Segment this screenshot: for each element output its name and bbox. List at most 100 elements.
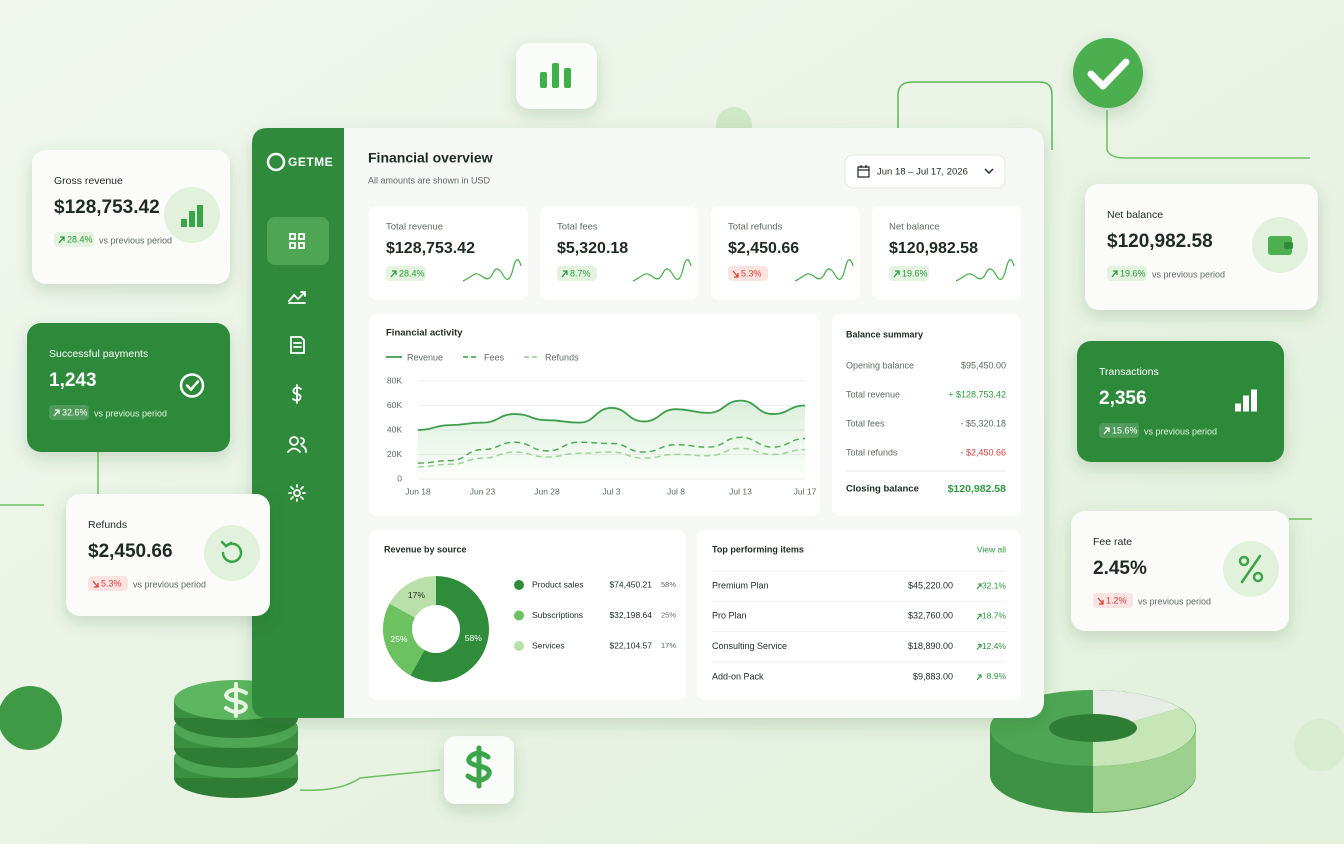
stat-value: 2.45% [1093, 558, 1147, 579]
stat-note: vs previous period [1152, 269, 1225, 279]
connector [897, 81, 1053, 150]
icon-ring [179, 373, 205, 398]
sparkline [955, 259, 1015, 282]
badge-bg [889, 266, 929, 281]
item-amount: $32,760.00 [908, 611, 953, 621]
trend-arrow [732, 270, 739, 278]
item-name: Add-on Pack [712, 671, 764, 681]
item-amount: $18,890.00 [908, 641, 953, 651]
stat-label: Net balance [1107, 209, 1163, 221]
page-title: Financial overview [368, 150, 493, 166]
x-tick-label: Jul 17 [794, 486, 817, 496]
icon-refresh [220, 540, 243, 563]
legend-label: Revenue [407, 352, 443, 362]
change-value: 15.6% [1112, 425, 1138, 435]
trend-arrow [1103, 427, 1110, 435]
icon-bar [1251, 389, 1257, 412]
series-line [417, 399, 806, 431]
change-badge: 32.6% [49, 405, 89, 420]
slice-label: 58% [465, 633, 482, 643]
trend-arrow [1111, 270, 1118, 278]
summary-value: $95,450.00 [961, 360, 1006, 370]
trend-arrow [561, 270, 568, 278]
x-tick-label: Jul 8 [667, 486, 685, 496]
item-name: Pro Plan [712, 611, 747, 621]
trend-arrow [53, 409, 60, 417]
change-badge: 19.6% [1107, 266, 1147, 281]
chevron [984, 168, 994, 175]
stat-value: $120,982.58 [1107, 231, 1213, 252]
nav-icon[interactable] [288, 484, 306, 502]
change-value: 1.2% [1106, 595, 1127, 605]
nav-icon[interactable] [289, 233, 305, 249]
trend-arrow [92, 580, 99, 588]
change-badge: 15.6% [1099, 423, 1139, 438]
sidebar [252, 128, 344, 718]
trend-arrow [1097, 597, 1104, 605]
badge-bg [49, 405, 89, 420]
icon-bar [1235, 403, 1241, 412]
icon-tick [185, 380, 200, 392]
date-picker[interactable] [844, 154, 1006, 189]
change-value: 5.3% [101, 578, 122, 588]
stat-icon [181, 205, 203, 227]
kpi-value: $128,753.42 [386, 240, 475, 257]
check-badge [1073, 38, 1143, 108]
y-tick-label: 20K [387, 449, 402, 459]
summary-label: Total refunds [846, 447, 898, 457]
pie-slice [382, 603, 425, 676]
y-tick-label: 40K [387, 424, 402, 434]
x-tick-label: Jul 3 [603, 486, 621, 496]
badge-bg [54, 232, 94, 247]
stat-note: vs previous period [99, 235, 172, 245]
legend-percent: 25% [661, 610, 676, 619]
change-value: 19.6% [902, 268, 928, 278]
page-subtitle: All amounts are shown in USD [368, 175, 491, 185]
calendar-icon [857, 165, 870, 178]
change-badge: 8.7% [557, 266, 597, 281]
badge-bg [557, 266, 597, 281]
icon-bg [204, 525, 260, 581]
nav-item-active[interactable] [267, 217, 329, 265]
change-badge: 28.4% [54, 232, 94, 247]
series-line [417, 447, 806, 468]
trend-arrow [976, 644, 982, 650]
x-tick-label: Jun 28 [534, 486, 560, 496]
icon-slash [1240, 554, 1262, 584]
badge-bg [1099, 423, 1139, 438]
stat-value: 2,356 [1099, 388, 1147, 409]
stat-label: Transactions [1099, 366, 1159, 378]
stat-card [1077, 341, 1284, 462]
stat-icon [220, 540, 243, 563]
stat-value: 1,243 [49, 370, 97, 391]
brand: GETME [288, 155, 333, 169]
sparkline [462, 259, 522, 282]
legend-dot [514, 580, 524, 590]
items-card [697, 530, 1021, 700]
nav-icon[interactable] [288, 291, 306, 304]
nav-icon[interactable] [292, 384, 302, 404]
nav-icon[interactable] [290, 336, 305, 354]
legend-label: Fees [484, 352, 505, 362]
stat-card-bg [27, 323, 230, 452]
summary-card [832, 314, 1021, 516]
legend-dot [514, 610, 524, 621]
stat-icon [1238, 554, 1264, 584]
kpi-value: $120,982.58 [889, 240, 978, 257]
summary-value: + $128,753.42 [948, 389, 1006, 399]
legend-label: Services [532, 640, 565, 650]
change-value: 32.6% [62, 407, 88, 417]
kpi-label: Total revenue [386, 222, 443, 233]
slice-label: 17% [408, 590, 425, 600]
y-tick-label: 80K [387, 375, 402, 385]
item-change: 12.4% [982, 641, 1007, 651]
summary-label: Opening balance [846, 360, 914, 370]
icon-dot [1238, 555, 1250, 567]
connector [1106, 110, 1310, 159]
item-amount: $9,883.00 [913, 671, 953, 681]
nav-icon[interactable] [287, 436, 307, 453]
chart-title: Financial activity [386, 328, 463, 339]
change-badge: 1.2% [1093, 593, 1133, 608]
view-all-link[interactable]: View all [977, 544, 1006, 554]
